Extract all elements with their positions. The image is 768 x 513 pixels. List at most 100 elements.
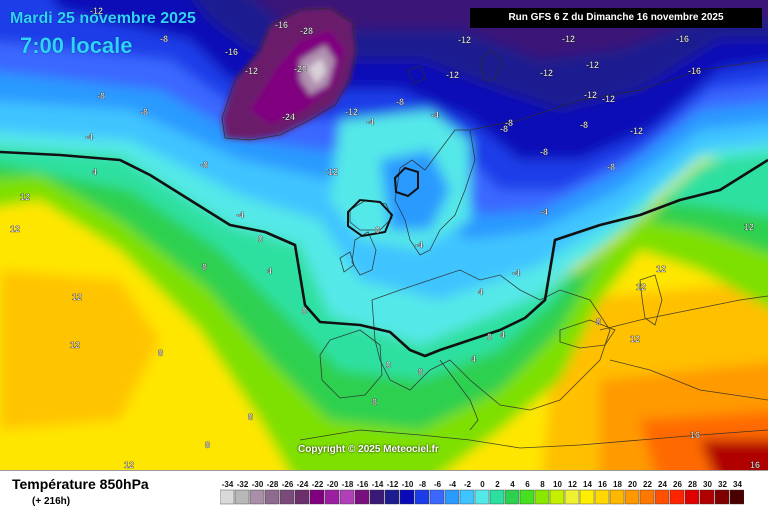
legend-swatch [279,489,295,505]
legend-swatch [354,489,370,505]
isotherm-label: 12 [70,340,80,350]
legend-value: 2 [495,480,500,489]
isotherm-label: -12 [90,6,103,16]
isotherm-label: -16 [676,34,689,44]
legend-value: -30 [252,480,264,489]
legend-value: -2 [464,480,472,489]
isotherm-label: 12 [72,292,82,302]
legend-value: -16 [357,480,369,489]
legend-value: -8 [419,480,427,489]
model-run-banner: Run GFS 6 Z du Dimanche 16 novembre 2025 [470,8,762,28]
legend-swatch [639,489,655,505]
parameter-title: Température 850hPa [12,476,149,492]
legend-swatch [504,489,520,505]
isotherm-label: -8 [607,162,615,172]
isotherm-label: 16 [750,460,760,470]
legend-value: 6 [525,480,530,489]
legend-value: -14 [372,480,384,489]
forecast-date: Mardi 25 novembre 2025 [10,10,196,27]
legend-value: -24 [297,480,309,489]
isotherm-label: 12 [744,222,754,232]
temperature-field [0,0,768,470]
isotherm-label: 0 [375,225,380,235]
legend-value: -28 [267,480,279,489]
isotherm-label: -12 [630,126,643,136]
isotherm-label: -4 [512,268,520,278]
legend-value: -26 [282,480,294,489]
isotherm-label: 8 [202,262,207,272]
legend-swatch [594,489,610,505]
isotherm-label: -16 [225,47,238,57]
isotherm-label: -4 [431,110,439,120]
legend-value: -18 [342,480,354,489]
isotherm-label: -4 [415,240,423,250]
isotherm-label: -4 [236,210,244,220]
legend-swatch [264,489,280,505]
isotherm-label: -4 [540,207,548,217]
isotherm-label: 12 [656,264,666,274]
legend-value: 18 [613,480,622,489]
zero-isotherm [0,150,768,358]
isotherm-label: 12 [630,334,640,344]
isotherm-label: -4 [366,117,374,127]
isotherm-label: -12 [458,35,471,45]
isotherm-label: -12 [245,66,258,76]
legend-value: 22 [643,480,652,489]
legend-swatch [324,489,340,505]
legend-value: 26 [673,480,682,489]
isotherm-label: 0 [258,234,263,244]
isotherm-label: -12 [586,60,599,70]
isotherm-label: -24 [282,112,295,122]
legend-swatch [549,489,565,505]
forecast-time: 7:00 locale [20,33,133,58]
legend-swatch [579,489,595,505]
isotherm-label: 12 [124,460,134,470]
legend-value: 10 [553,480,562,489]
legend-swatch [414,489,430,505]
isotherm-label: 8 [158,348,163,358]
legend-value: 28 [688,480,697,489]
isotherm-label: 8 [418,367,423,377]
legend-value: -4 [449,480,457,489]
isotherm-label: -8 [540,147,548,157]
isotherm-label: 8 [205,440,210,450]
legend-swatch [699,489,715,505]
legend-swatch [220,489,235,505]
legend-value: 8 [540,480,545,489]
legend-swatch [714,489,730,505]
isotherm-label: -12 [325,167,338,177]
legend-swatch [669,489,685,505]
isotherm-label: 4 [478,287,483,297]
isotherm-label: 4 [92,167,97,177]
legend-value: -22 [312,480,324,489]
isotherm-label: 8 [248,412,253,422]
legend-swatch [249,489,265,505]
legend-swatch [729,489,744,505]
isotherm-label: -8 [580,120,588,130]
isotherm-label: -8 [160,34,168,44]
temperature-map: -12 -8 -16 -28 -20 -24 -16 -12 -12 -12 -16 -12 -16 -1… [0,0,768,470]
isotherm-label: -12 [446,70,459,80]
legend-swatch [309,489,325,505]
lead-time: (+ 216h) [32,496,71,507]
isotherm-label: -28 [300,26,313,36]
isotherm-label: -8 [97,91,105,101]
isotherm-label: 12 [20,192,30,202]
legend-value: 34 [733,480,742,489]
legend-swatch [459,489,475,505]
legend-value: -6 [434,480,442,489]
zero-isotherm-iceland [347,198,394,238]
isotherm-label: 0 [302,306,307,316]
legend-value: 12 [568,480,577,489]
isotherm-label: -8 [140,107,148,117]
legend-swatch [489,489,505,505]
isotherm-label: -4 [85,132,93,142]
legend-value: -12 [387,480,399,489]
isotherm-label: 0 [487,332,492,342]
legend-swatch [384,489,400,505]
isotherm-label: -12 [562,34,575,44]
isotherm-label: -8 [396,97,404,107]
isotherm-label: -20 [294,64,307,74]
greenland-cold-core [222,8,356,140]
